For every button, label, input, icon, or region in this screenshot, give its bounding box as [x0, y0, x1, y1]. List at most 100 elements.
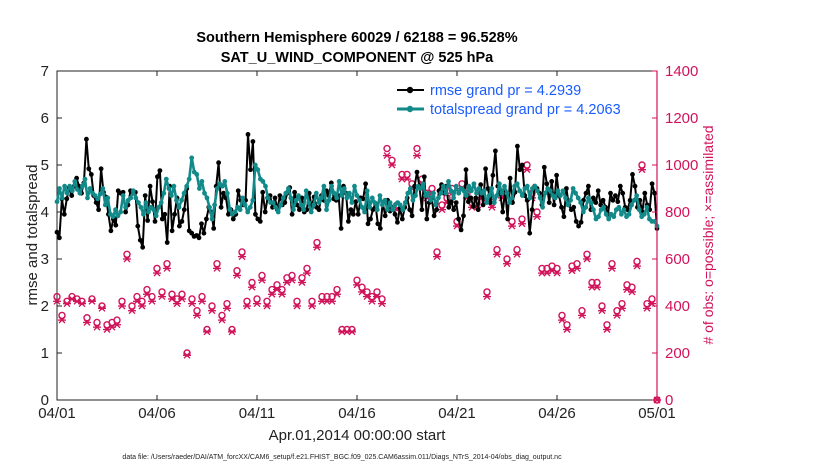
y2-tick-label: 600	[665, 251, 690, 268]
series-point-spread	[580, 209, 586, 215]
series-point-rmse	[458, 227, 464, 233]
series-point-rmse	[551, 202, 557, 208]
series-point-spread	[570, 186, 576, 191]
series-point-spread	[176, 204, 182, 210]
series-point-spread	[273, 204, 278, 210]
series-point-spread	[451, 195, 456, 201]
series-point-spread	[105, 195, 111, 201]
series-point-rmse	[446, 204, 452, 210]
series-point-spread	[443, 190, 449, 196]
obs-assimilated-marker	[193, 311, 201, 319]
obs-possible-marker	[628, 283, 636, 291]
obs-possible-marker	[413, 144, 421, 153]
obs-assimilated-marker	[213, 264, 221, 272]
series-point-spread	[400, 207, 406, 213]
y2-tick-label: 1200	[665, 110, 698, 127]
series-point-spread	[120, 193, 126, 199]
series-point-rmse	[157, 168, 163, 174]
series-point-rmse	[260, 189, 266, 195]
series-point-spread	[324, 207, 329, 213]
obs-assimilated-marker	[413, 152, 421, 160]
obs-assimilated-marker	[523, 166, 531, 174]
series-point-rmse	[292, 189, 297, 195]
obs-possible-marker	[533, 208, 541, 216]
obs-assimilated-marker	[208, 307, 216, 315]
obs-assimilated-marker	[613, 311, 621, 319]
series-point-rmse	[431, 213, 437, 219]
obs-possible-marker	[123, 250, 131, 259]
obs-possible-marker	[363, 288, 371, 296]
series-point-spread	[280, 195, 286, 201]
x-tick-label: 04/21	[438, 405, 476, 422]
obs-assimilated-marker	[253, 300, 261, 308]
series-point-rmse	[88, 172, 94, 177]
series-point-rmse	[576, 223, 581, 229]
obs-possible-marker	[313, 238, 321, 247]
obs-assimilated-marker	[128, 307, 136, 315]
obs-possible-marker	[538, 264, 546, 273]
y2-tick-label: 800	[665, 204, 690, 221]
obs-assimilated-marker	[488, 203, 496, 211]
obs-possible-marker	[138, 297, 146, 305]
series-point-spread	[113, 207, 118, 213]
series-point-rmse	[500, 209, 506, 215]
series-point-spread	[80, 183, 85, 189]
series-point-rmse	[98, 166, 104, 172]
series-point-spread	[497, 181, 502, 187]
axes-layer: 04/01 04/06 04/11 04/16 04/21 04/26 05/0101234…	[38, 63, 698, 422]
series-point-spread	[278, 202, 284, 208]
y-tick-label: 0	[41, 392, 49, 409]
series-point-spread	[433, 202, 439, 208]
series-point-rmse	[483, 166, 488, 172]
series-point-rmse	[147, 183, 153, 189]
series-point-spread	[509, 195, 515, 201]
series-point-spread	[54, 199, 60, 205]
series-point-rmse	[448, 199, 454, 205]
obs-assimilated-marker	[83, 318, 91, 326]
obs-assimilated-marker	[88, 297, 96, 305]
series-point-spread	[286, 186, 291, 191]
obs-assimilated-marker	[348, 328, 356, 336]
series-point-spread	[603, 211, 609, 217]
series-point-spread	[469, 188, 474, 194]
obs-possible-marker	[248, 278, 256, 287]
series-point-spread	[456, 190, 462, 196]
series-point-spread	[97, 191, 103, 197]
obs-possible-marker	[223, 299, 231, 308]
series-point-spread	[311, 202, 317, 208]
series-point-spread	[402, 200, 408, 206]
obs-assimilated-marker	[638, 166, 646, 174]
series-point-rmse	[218, 204, 224, 210]
obs-assimilated-marker	[313, 243, 321, 251]
series-point-spread	[207, 204, 212, 210]
series-point-spread	[69, 188, 75, 194]
series-point-spread	[316, 200, 322, 206]
obs-possible-marker	[308, 297, 316, 305]
series-point-spread	[186, 176, 192, 182]
series-point-rmse	[505, 216, 510, 222]
series-point-spread	[319, 195, 324, 201]
series-point-rmse	[395, 219, 400, 225]
series-point-rmse	[468, 195, 474, 201]
series-point-rmse	[573, 219, 579, 224]
obs-assimilated-marker	[58, 316, 66, 324]
series-point-spread	[336, 179, 342, 184]
chart-title-line2: SAT_U_WIND_COMPONENT @ 525 hPa	[221, 50, 494, 66]
obs-possible-marker	[238, 248, 246, 256]
series-point-rmse	[150, 199, 155, 205]
y-tick-label: 6	[41, 110, 49, 127]
series-point-rmse	[453, 200, 459, 206]
series-point-spread	[364, 188, 370, 194]
series-point-rmse	[181, 207, 187, 213]
obs-assimilated-marker	[553, 269, 561, 277]
series-point-rmse	[338, 226, 344, 231]
obs-possible-marker	[163, 260, 171, 268]
obs-assimilated-marker	[438, 206, 446, 214]
series-point-rmse	[69, 193, 75, 199]
series-point-rmse	[179, 219, 185, 224]
obs-possible-marker	[113, 316, 121, 324]
series-point-spread	[303, 188, 309, 194]
series-point-rmse	[571, 204, 577, 210]
y-tick-label: 2	[41, 298, 49, 315]
legend-marker-rmse	[406, 86, 414, 94]
